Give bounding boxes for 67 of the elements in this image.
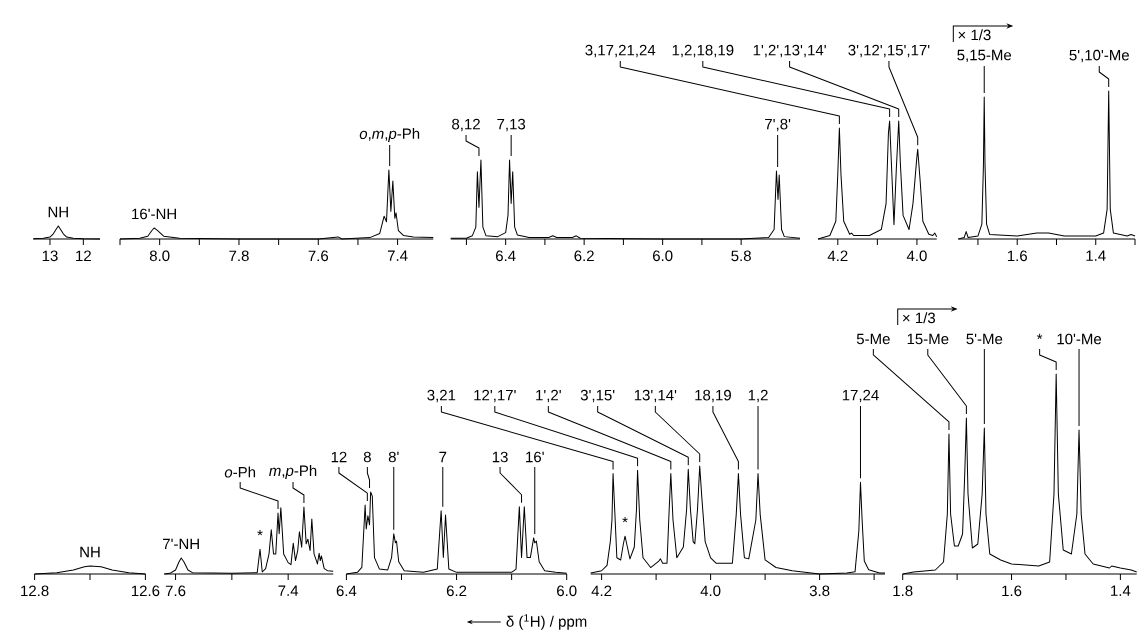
annotation: 5',10'-Me	[1069, 49, 1129, 63]
x-tick-label: 6.4	[495, 250, 516, 262]
annotation: 5-Me	[856, 333, 890, 345]
annotation: m,p-Ph	[269, 465, 317, 479]
text: × 1/3	[958, 29, 991, 41]
annotation: *	[622, 517, 628, 523]
annotation: 3,17,21,24	[585, 44, 656, 58]
annotation: 1,2	[748, 389, 768, 403]
annotation: 8'	[388, 451, 399, 463]
x-tick-label: 6.2	[446, 585, 467, 597]
x-tick-label: 1.8	[893, 585, 913, 597]
x-tick-label: 7.6	[165, 585, 186, 597]
annotation: 3',15'	[580, 389, 615, 403]
x-tick-label: 7.4	[278, 585, 299, 596]
annotation: 17,24	[842, 389, 879, 403]
annotation: 3,21	[427, 389, 456, 403]
x-tick-label: 4.2	[827, 250, 848, 261]
x-tick-label: 1.6	[1002, 585, 1022, 597]
annotation: 5'-Me	[966, 333, 1003, 345]
x-tick-label: 13	[42, 250, 58, 262]
annotation: 3',12',15',17'	[848, 44, 930, 58]
annotation: 16'-NH	[132, 208, 176, 220]
x-tick-label: 1.4	[1086, 250, 1106, 261]
annotation: o,m,p-Ph	[359, 128, 420, 142]
x-tick-label: 12	[76, 250, 91, 261]
annotation: 12',17'	[474, 389, 516, 403]
annotation: 1,2,18,19	[672, 44, 734, 58]
x-tick-label: 8.0	[149, 250, 170, 262]
annotation: 16'	[526, 451, 544, 463]
x-tick-label: 12.6	[131, 585, 160, 597]
text: × 1/3	[902, 312, 936, 324]
x-tick-label: 3.8	[809, 585, 830, 597]
annotation: 7'-NH	[163, 538, 199, 550]
x-tick-label: 7.4	[387, 250, 408, 261]
annotation: 13	[492, 451, 508, 463]
x-tick-label: 6.4	[336, 585, 357, 597]
annotation: 13',14'	[634, 389, 677, 403]
x-tick-label: 1.6	[1007, 250, 1027, 262]
x-tick-label: 4.0	[700, 585, 721, 597]
annotation: 7,13	[497, 118, 526, 132]
annotation: *	[257, 530, 263, 536]
annotation: 1',2',13',14'	[753, 44, 826, 58]
x-tick-label: 6.0	[557, 585, 577, 597]
annotation: 18,19	[695, 389, 731, 403]
annotation: 8	[363, 451, 371, 463]
annotation: 1',2'	[536, 389, 561, 403]
annotation: o-Ph	[224, 466, 256, 478]
x-axis-title: δ ($^{1}$H) / ppm	[506, 614, 587, 630]
annotation: 8,12	[452, 118, 480, 132]
x-tick-label: 6.0	[652, 250, 673, 262]
x-tick-label: 4.2	[591, 585, 612, 597]
annotation: 5,15-Me	[957, 49, 1012, 63]
x-tick-label: 1.4	[1111, 585, 1131, 596]
annotation: 15-Me	[907, 333, 949, 345]
x-tick-label: 6.2	[574, 250, 594, 262]
x-tick-label: 7.6	[308, 250, 329, 262]
annotation: 7	[439, 451, 447, 463]
x-tick-label: 4.0	[906, 250, 927, 262]
x-tick-label: 7.8	[229, 250, 249, 262]
x-tick-label: 12.8	[21, 585, 49, 597]
annotation: NH	[48, 206, 68, 218]
x-tick-label: 5.8	[731, 250, 751, 262]
annotation: 12	[331, 451, 347, 463]
annotation: NH	[80, 546, 100, 558]
annotation: 10'-Me	[1057, 333, 1102, 345]
annotation: *	[1036, 333, 1043, 340]
annotation: 7',8'	[765, 118, 791, 132]
